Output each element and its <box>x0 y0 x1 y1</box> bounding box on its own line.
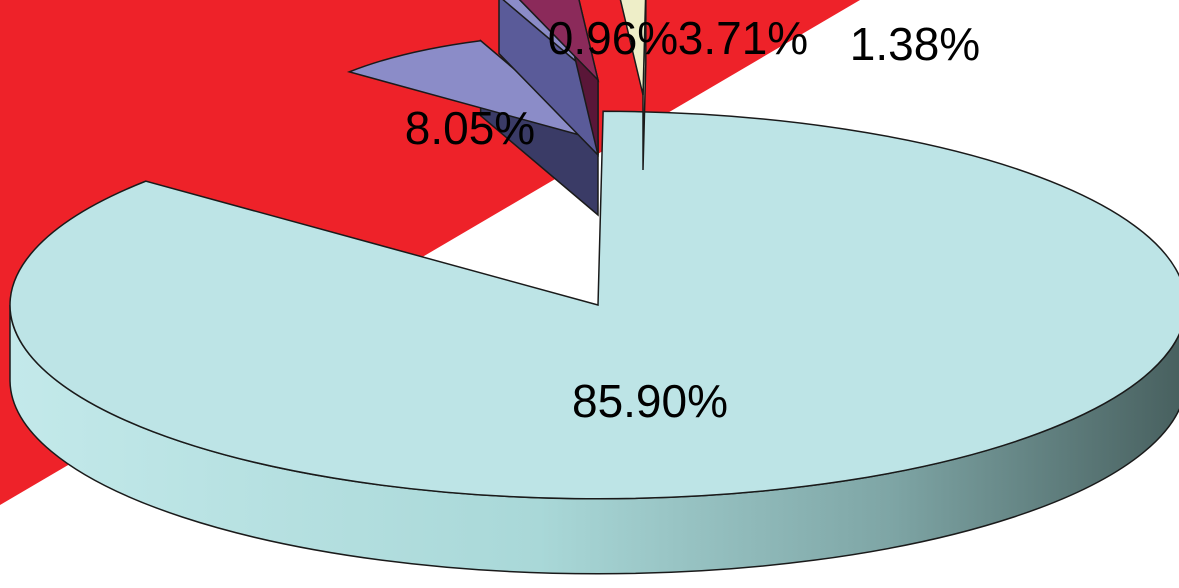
pie-data-label-1: 8.05% <box>405 102 535 154</box>
pie-data-label-3: 3.71% <box>678 12 808 64</box>
pie-slice-top-4 <box>619 0 647 96</box>
slice-layer <box>9 0 1179 575</box>
pie-slice-top-1 <box>346 39 599 141</box>
pie-data-label-2: 0.96% <box>548 12 678 64</box>
pie-slice-top-0 <box>9 110 1179 500</box>
pie-data-label-4: 1.38% <box>850 18 980 70</box>
label-layer: 85.90% 8.05%0.96% 3.71% 1.38% <box>405 12 980 427</box>
pie-slice-3 <box>518 0 600 156</box>
pie-slice-top-3 <box>518 0 600 83</box>
pie-slice-4 <box>619 0 647 171</box>
pie-slice-0 <box>9 110 1179 575</box>
pie-data-label-0: 85.90% <box>572 375 728 427</box>
pie-slice-top-2 <box>502 0 599 81</box>
